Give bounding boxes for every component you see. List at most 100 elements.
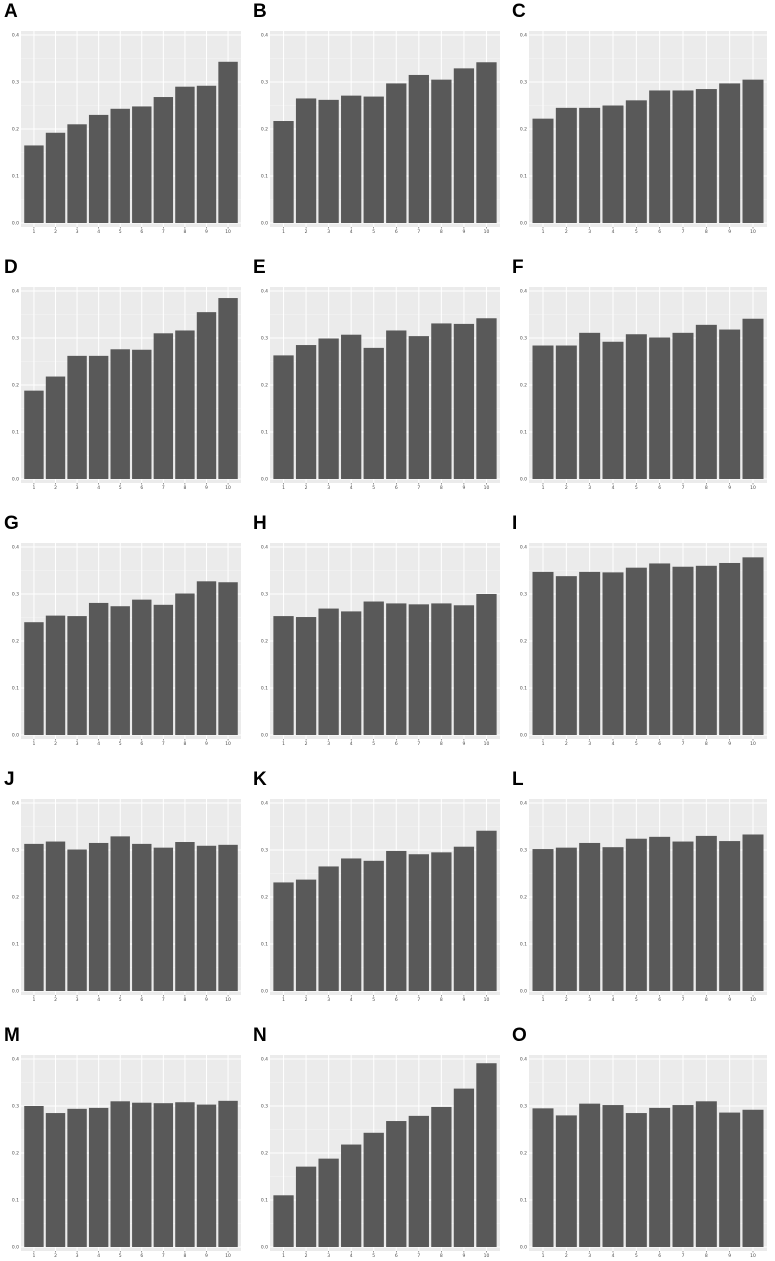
bar [555, 847, 577, 991]
x-tick-label: 9 [205, 741, 208, 747]
x-tick-label: 7 [417, 997, 420, 1003]
x-tick-label: 9 [728, 229, 731, 235]
y-tick-label: 0.3 [261, 336, 268, 342]
x-tick-label: 6 [658, 1253, 661, 1259]
y-tick-label: 0.1 [12, 174, 19, 180]
x-tick-label: 3 [327, 485, 330, 491]
x-tick-label: 5 [635, 1253, 638, 1259]
x-tick-label: 3 [327, 229, 330, 235]
bar [132, 843, 152, 991]
y-tick-label: 0.4 [520, 801, 527, 807]
x-tick-label: 2 [305, 1253, 308, 1259]
y-tick-label: 0.2 [12, 383, 19, 389]
y-tick-label: 0.0 [12, 221, 19, 227]
y-tick-label: 0.2 [520, 1151, 527, 1157]
bar [24, 622, 44, 735]
bar [555, 345, 577, 479]
bar [555, 576, 577, 735]
y-tick-label: 0.4 [261, 1057, 268, 1063]
bar [742, 318, 764, 479]
y-tick-label: 0.2 [520, 639, 527, 645]
x-tick-label: 8 [183, 997, 186, 1003]
bar [24, 390, 44, 479]
y-tick-label: 0.0 [12, 733, 19, 739]
y-tick-label: 0.3 [520, 848, 527, 854]
chart-panel-g: G 0.0 0.1 0.2 0.3 0.4 1 2 3 4 5 6 7 8 9 10 [0, 512, 249, 768]
bar-chart-svg: 0.0 0.1 0.2 0.3 0.4 1 2 3 4 5 6 7 8 9 10 [12, 543, 241, 747]
x-tick-label: 1 [33, 229, 36, 235]
bar [672, 841, 694, 991]
x-tick-label: 10 [225, 997, 231, 1003]
bar [318, 608, 339, 735]
bar [45, 1113, 66, 1247]
x-tick-label: 6 [658, 229, 661, 235]
x-tick-label: 10 [750, 1253, 756, 1259]
x-tick-label: 10 [750, 741, 756, 747]
x-tick-label: 4 [97, 485, 100, 491]
x-tick-label: 10 [750, 229, 756, 235]
y-tick-label: 0.0 [12, 1245, 19, 1251]
x-tick-label: 1 [33, 1253, 36, 1259]
y-tick-label: 0.0 [261, 477, 268, 483]
bar [649, 337, 671, 479]
bar [476, 830, 497, 991]
bar [88, 842, 109, 991]
x-tick-label: 2 [305, 229, 308, 235]
x-tick-label: 4 [97, 741, 100, 747]
x-tick-label: 9 [205, 1253, 208, 1259]
y-tick-label: 0.2 [520, 895, 527, 901]
y-tick-label: 0.2 [12, 127, 19, 133]
panel-letter: K [253, 769, 267, 790]
bar [273, 616, 294, 735]
bar [153, 1103, 174, 1247]
x-tick-label: 7 [417, 229, 420, 235]
x-tick-label: 9 [728, 1253, 731, 1259]
y-tick-label: 0.2 [261, 639, 268, 645]
x-tick-label: 3 [588, 229, 591, 235]
y-tick-label: 0.4 [520, 289, 527, 295]
y-tick-label: 0.4 [261, 289, 268, 295]
x-tick-label: 8 [440, 741, 443, 747]
x-tick-label: 2 [305, 741, 308, 747]
chart-panel-e: E 0.0 0.1 0.2 0.3 0.4 1 2 3 4 5 6 7 8 9 10 [249, 256, 508, 512]
x-tick-label: 4 [350, 485, 353, 491]
bar-chart-svg: 0.0 0.1 0.2 0.3 0.4 1 2 3 4 5 6 7 8 9 10 [12, 1055, 241, 1259]
bar [579, 842, 601, 991]
chart-panel-l: L 0.0 0.1 0.2 0.3 0.4 1 2 3 4 5 6 7 8 9 10 [508, 768, 775, 1024]
bar [649, 90, 671, 224]
y-tick-label: 0.0 [520, 221, 527, 227]
x-tick-label: 1 [33, 485, 36, 491]
bar-chart-svg: 0.0 0.1 0.2 0.3 0.4 1 2 3 4 5 6 7 8 9 10 [12, 31, 241, 235]
bar [476, 62, 497, 224]
bar-chart-svg: 0.0 0.1 0.2 0.3 0.4 1 2 3 4 5 6 7 8 9 10 [12, 287, 241, 491]
y-tick-label: 0.3 [12, 1104, 19, 1110]
bar [476, 1063, 497, 1247]
x-tick-label: 4 [97, 229, 100, 235]
x-tick-label: 2 [565, 485, 568, 491]
bar [602, 341, 624, 479]
y-tick-label: 0.1 [520, 430, 527, 436]
bar [196, 845, 217, 991]
bar-chart-svg: 0.0 0.1 0.2 0.3 0.4 1 2 3 4 5 6 7 8 9 10 [520, 31, 767, 235]
bar [295, 345, 317, 479]
bar [453, 323, 475, 479]
x-tick-label: 6 [395, 485, 398, 491]
y-tick-label: 0.1 [261, 1198, 268, 1204]
y-tick-label: 0.2 [12, 1151, 19, 1157]
bar [453, 605, 475, 735]
y-tick-label: 0.1 [12, 686, 19, 692]
panel-letter: G [4, 513, 19, 534]
bar [153, 333, 174, 479]
bar [602, 1105, 624, 1247]
x-tick-label: 7 [682, 997, 685, 1003]
bar [153, 847, 174, 991]
bar [132, 106, 152, 223]
y-tick-label: 0.1 [520, 686, 527, 692]
bar [625, 334, 647, 479]
x-tick-label: 9 [728, 741, 731, 747]
x-tick-label: 3 [76, 741, 79, 747]
y-tick-label: 0.0 [261, 221, 268, 227]
x-tick-label: 6 [395, 229, 398, 235]
x-tick-label: 8 [183, 1253, 186, 1259]
bar [408, 74, 429, 223]
